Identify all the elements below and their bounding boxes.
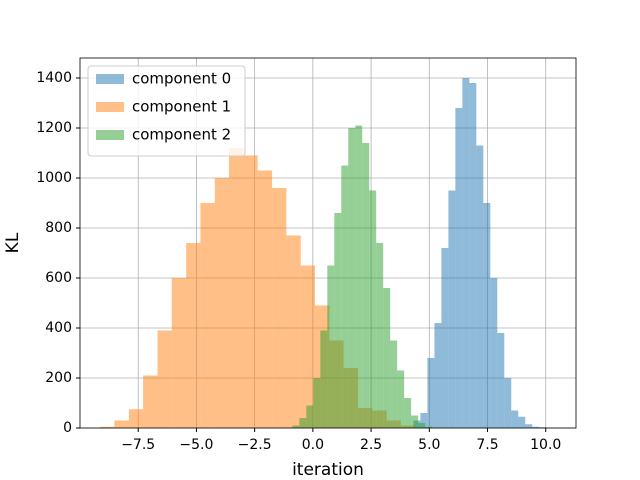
bar [462, 78, 470, 428]
bar [504, 378, 512, 428]
bar [299, 418, 307, 428]
axes-frame [79, 57, 577, 429]
bar [427, 358, 435, 428]
y-tick-label: 400 [45, 320, 72, 336]
x-tick-label: −2.5 [238, 437, 272, 453]
bar [171, 278, 187, 428]
bar [511, 410, 519, 428]
bar [243, 155, 258, 428]
legend-box [87, 65, 246, 157]
bar [448, 190, 456, 428]
y-tick-label: 800 [45, 220, 72, 236]
x-tick-label: 7.5 [476, 437, 498, 453]
bar [525, 424, 533, 428]
y-tick-label: 200 [45, 370, 72, 386]
x-tick-label: 0.0 [302, 437, 324, 453]
y-tick-label: 0 [63, 420, 72, 436]
bar [411, 415, 419, 428]
bar [114, 420, 129, 428]
y-tick-label: 1200 [36, 120, 72, 136]
bar [143, 375, 158, 428]
bar [476, 145, 484, 428]
bar [469, 83, 477, 428]
bar [286, 235, 301, 428]
legend-swatch [96, 74, 124, 84]
bar [383, 288, 391, 428]
bar [257, 170, 273, 428]
bar [390, 340, 398, 428]
bar [320, 330, 328, 428]
bar [425, 426, 433, 428]
x-tick-label: 5.0 [418, 437, 440, 453]
bar [497, 333, 505, 428]
bar [341, 165, 349, 428]
bar [362, 143, 370, 428]
y-tick-label: 1000 [36, 170, 72, 186]
bar [404, 398, 412, 428]
bar [200, 203, 215, 428]
legend-label: component 0 [132, 70, 231, 88]
x-axis-label: iteration [292, 460, 364, 480]
bar [306, 405, 314, 428]
bar [327, 265, 335, 428]
bar [397, 370, 405, 428]
legend-swatch [96, 130, 124, 140]
bar [128, 409, 144, 428]
bar [376, 243, 384, 428]
bar [355, 125, 363, 428]
bar [532, 426, 540, 428]
bar [518, 416, 526, 428]
bar [313, 378, 321, 428]
legend-swatch [96, 102, 124, 112]
bar [441, 248, 449, 428]
x-tick-label: −7.5 [121, 437, 155, 453]
y-tick-label: 600 [45, 270, 72, 286]
bar [300, 265, 315, 428]
bar [272, 188, 287, 428]
legend-label: component 2 [132, 126, 231, 144]
bar [434, 323, 442, 428]
bar [348, 128, 356, 428]
bar [483, 203, 491, 428]
bar [186, 243, 201, 428]
bar [420, 413, 428, 428]
bar [418, 423, 426, 428]
x-tick-label: 2.5 [360, 437, 382, 453]
histogram-series [292, 125, 433, 428]
bar [334, 213, 342, 428]
bar [455, 108, 463, 428]
legend-label: component 1 [132, 98, 231, 116]
x-tick-label: 10.0 [530, 437, 561, 453]
histogram-series [413, 78, 554, 428]
x-tick-label: −5.0 [179, 437, 213, 453]
bar [369, 190, 377, 428]
bar [490, 278, 498, 428]
bar [292, 425, 300, 428]
y-axis-label: KL [3, 232, 23, 253]
bar [229, 148, 244, 428]
bar [157, 330, 172, 428]
bar [214, 178, 230, 428]
bar [100, 426, 115, 428]
y-tick-label: 1400 [36, 70, 72, 86]
